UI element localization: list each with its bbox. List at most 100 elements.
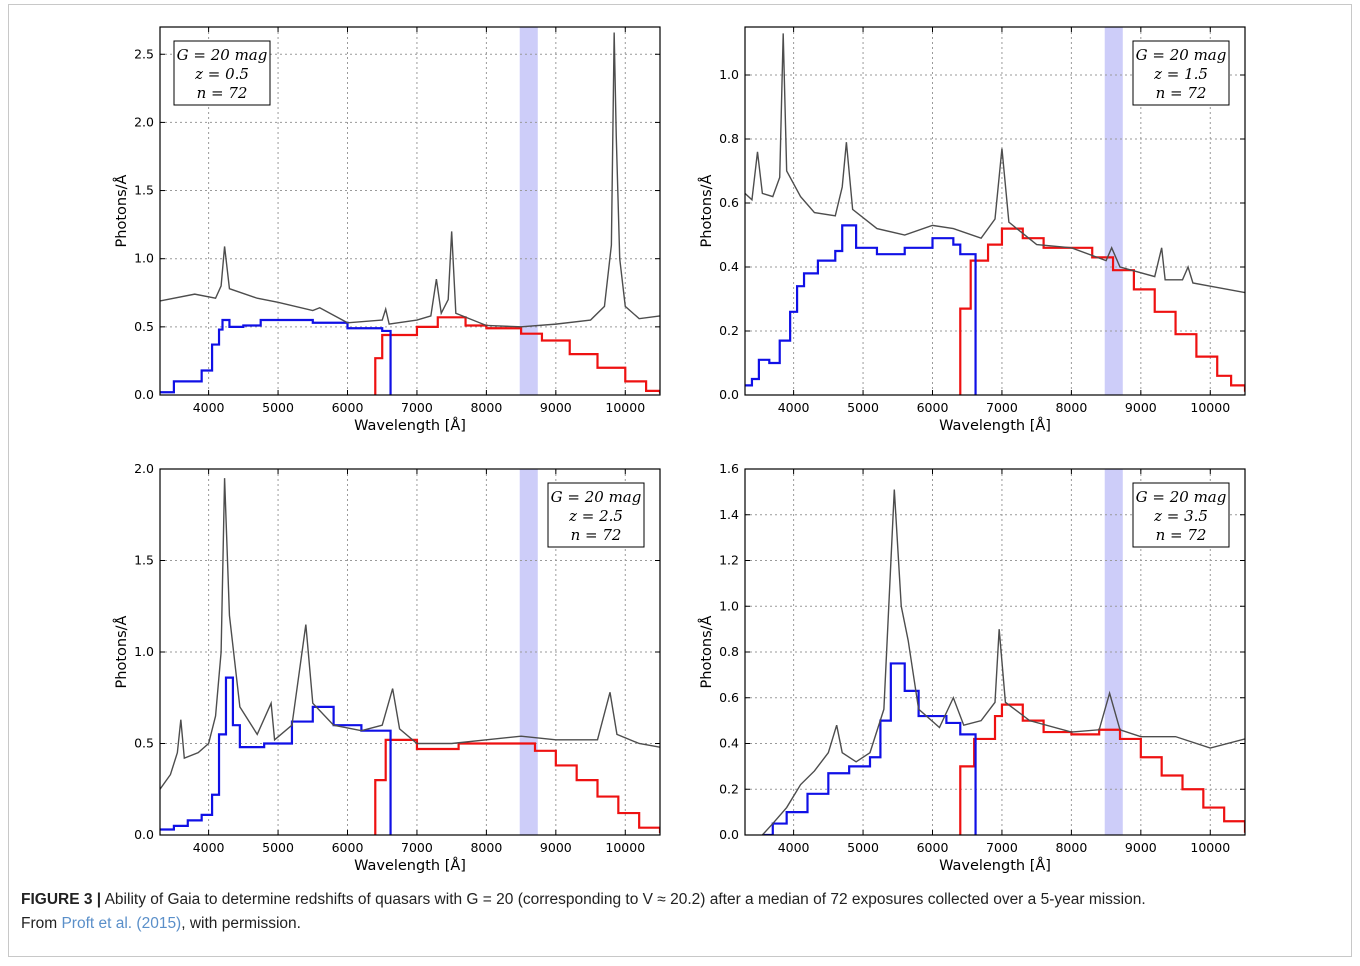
rp-spectrum-line [959,227,1245,395]
chart-panel-1: 4000 5000 6000 7000 8000 9000 10000 0.0 0.5 1.0 1.… [113,26,661,434]
x-tick-label: 4000 [778,840,810,855]
plot-frame [159,26,661,396]
x-tick-label: 5000 [262,400,294,415]
y-tick-label: 0.4 [719,259,739,274]
plot-frame [744,26,1246,396]
rp-spectrum-line [374,738,660,835]
y-tick-label: 2.0 [134,114,154,129]
y-axis-label: Photons/Å [113,174,130,247]
x-axis-label: Wavelength [Å] [354,417,466,434]
legend-text: G = 20 mag [1136,488,1227,506]
quasar-spectrum-line [160,32,660,328]
figure-frame [8,4,1352,957]
bp-spectrum-line [160,318,392,395]
caption-text-3: , with permission. [181,915,301,932]
legend-text: n = 72 [197,84,248,102]
y-axis-label: Photons/Å [113,615,130,688]
y-tick-label: 1.6 [719,461,739,476]
x-tick-label: 5000 [262,840,294,855]
x-tick-label: 6000 [917,840,949,855]
x-tick-label: 5000 [847,400,879,415]
chart-panel-4: 4000 5000 6000 7000 8000 9000 10000 0.0 0.2 0.4 0.… [698,461,1246,874]
x-tick-label: 8000 [1055,840,1087,855]
x-tick-label: 8000 [470,400,502,415]
y-tick-label: 0.8 [719,131,739,146]
x-tick-label: 7000 [986,400,1018,415]
x-tick-label: 7000 [401,400,433,415]
x-tick-label: 10000 [1190,840,1230,855]
y-tick-label: 0.2 [719,781,739,796]
x-tick-label: 6000 [332,840,364,855]
y-tick-label: 0.0 [134,827,154,842]
y-tick-label: 1.2 [719,553,739,568]
y-tick-label: 0.0 [719,387,739,402]
quasar-spectra-figure: 4000 5000 6000 7000 8000 9000 10000 0.0 0.5 1.0 1.… [113,26,1246,874]
y-tick-label: 2.0 [134,461,154,476]
x-tick-label: 7000 [401,840,433,855]
caption-label: FIGURE 3 | [21,891,102,908]
figure-caption: FIGURE 3 | Ability of Gaia to determine … [21,888,1341,936]
caption-text: Ability of Gaia to determine redshifts o… [101,891,1146,908]
y-tick-label: 1.4 [719,507,739,522]
x-tick-label: 4000 [778,400,810,415]
quasar-spectrum-line [745,33,1245,294]
legend-box [547,482,645,548]
legend-box [1132,40,1230,106]
y-axis-label: Photons/Å [698,615,715,688]
y-tick-label: 1.0 [134,644,154,659]
rp-spectrum-line [959,703,1245,835]
x-tick-label: 6000 [917,400,949,415]
x-tick-label: 9000 [540,840,572,855]
x-tick-label: 5000 [847,840,879,855]
bp-spectrum-line [762,662,977,835]
legend-text: G = 20 mag [177,46,268,64]
x-tick-label: 9000 [1125,840,1157,855]
y-tick-label: 1.5 [134,183,154,198]
caption-text-2: From [21,915,62,932]
y-tick-label: 0.0 [134,387,154,402]
ca-triplet-band [1104,469,1123,835]
ca-triplet-band [1104,27,1123,395]
y-tick-label: 0.5 [134,319,154,334]
y-tick-label: 0.6 [719,195,739,210]
chart-panel-3: 4000 5000 6000 7000 8000 9000 10000 0.0 0.5 1.0 1.… [113,461,661,874]
x-tick-label: 8000 [1055,400,1087,415]
legend-text: z = 0.5 [194,65,249,83]
quasar-spectrum-line [160,478,660,790]
legend-text: z = 3.5 [1153,507,1208,525]
x-axis-label: Wavelength [Å] [939,417,1051,434]
legend-text: G = 20 mag [1136,46,1227,64]
bp-spectrum-line [160,676,392,835]
rp-spectrum-line [374,316,660,395]
y-tick-label: 2.5 [134,46,154,61]
x-tick-label: 6000 [332,400,364,415]
x-axis-label: Wavelength [Å] [354,857,466,874]
y-tick-label: 0.6 [719,690,739,705]
y-tick-label: 1.5 [134,553,154,568]
citation-link[interactable]: Proft et al. (2015) [61,915,182,932]
x-tick-label: 9000 [540,400,572,415]
legend-box [173,40,271,106]
x-tick-label: 7000 [986,840,1018,855]
x-tick-label: 4000 [193,400,225,415]
x-tick-label: 8000 [470,840,502,855]
legend-box [1132,482,1230,548]
legend-text: n = 72 [1156,526,1207,544]
legend-text: z = 1.5 [1153,65,1208,83]
y-tick-label: 0.8 [719,644,739,659]
y-tick-label: 1.0 [719,67,739,82]
x-tick-label: 10000 [605,840,645,855]
x-tick-label: 4000 [193,840,225,855]
y-tick-label: 1.0 [134,251,154,266]
y-tick-label: 0.2 [719,323,739,338]
x-tick-label: 10000 [605,400,645,415]
legend-text: n = 72 [1156,84,1207,102]
y-axis-label: Photons/Å [698,174,715,247]
legend-text: n = 72 [571,526,622,544]
y-tick-label: 0.4 [719,736,739,751]
y-tick-label: 0.5 [134,736,154,751]
ca-triplet-band [519,27,538,395]
x-tick-label: 9000 [1125,400,1157,415]
quasar-spectrum-line [761,489,1245,835]
y-tick-label: 0.0 [719,827,739,842]
